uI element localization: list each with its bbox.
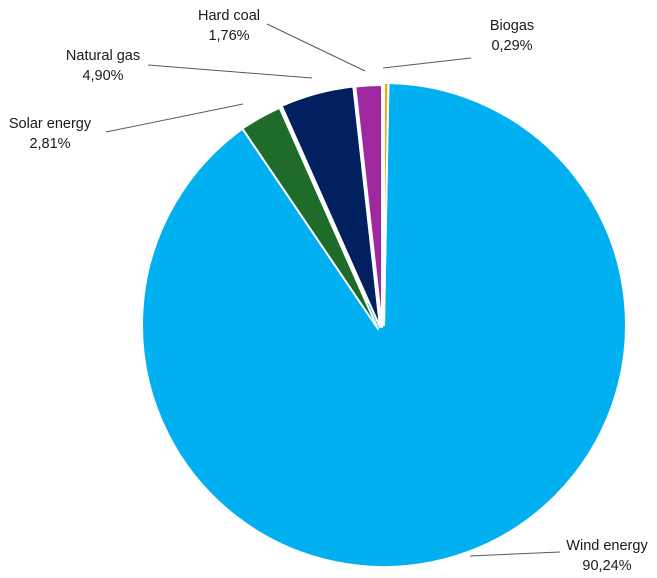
slice-label-natural-gas: Natural gas 4,90%	[66, 48, 140, 84]
slice-name-biogas: Biogas	[490, 18, 534, 34]
slice-name-wind-energy: Wind energy	[566, 538, 648, 554]
slice-value-hard-coal: 1,76%	[208, 28, 249, 44]
leader-line-hard-coal	[266, 23, 366, 72]
slice-value-wind-energy: 90,24%	[582, 558, 631, 574]
slice-value-solar-energy: 2,81%	[29, 136, 70, 152]
slice-name-hard-coal: Hard coal	[198, 8, 260, 24]
slice-name-natural-gas: Natural gas	[66, 48, 140, 64]
slice-name-solar-energy: Solar energy	[9, 116, 92, 132]
slice-value-biogas: 0,29%	[491, 38, 532, 54]
pie-slice-hard-coal	[354, 84, 383, 328]
exploded-slices	[241, 81, 390, 330]
slice-label-biogas: Biogas 0,29%	[490, 18, 534, 54]
slice-label-solar-energy: Solar energy 2,81%	[9, 116, 92, 152]
pie-slice-biogas	[383, 81, 390, 326]
slice-label-wind-energy: Wind energy 90,24%	[566, 538, 648, 574]
leader-line-solar-energy	[105, 103, 244, 133]
pie-slice-natural-gas	[280, 85, 381, 328]
leader-line-natural-gas	[147, 64, 313, 79]
pie-slice-solar-energy	[241, 106, 379, 330]
leader-line-biogas	[382, 57, 472, 69]
slice-value-natural-gas: 4,90%	[82, 68, 123, 84]
slice-labels: Biogas 0,29% Wind energy 90,24% Solar energy…	[9, 8, 649, 574]
slice-label-hard-coal: Hard coal 1,76%	[198, 8, 260, 44]
leader-line-wind-energy	[469, 551, 561, 557]
